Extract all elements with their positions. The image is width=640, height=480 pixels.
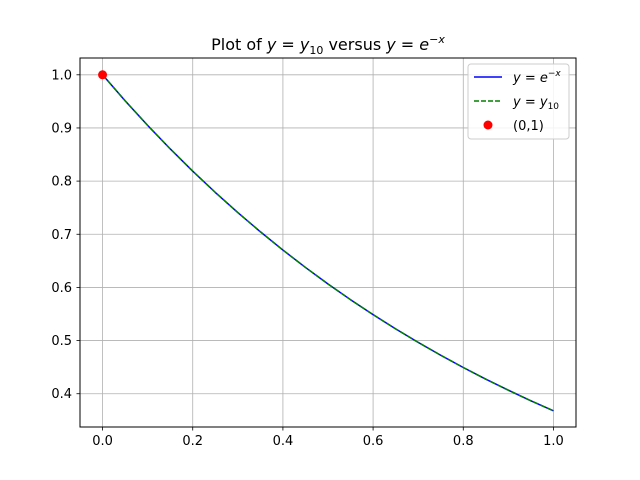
title-lhs2: y	[385, 35, 396, 54]
x-tick-label: 0.8	[453, 434, 474, 449]
title-rhs2-base: e	[419, 35, 429, 54]
x-tick-label: 0.4	[273, 434, 294, 449]
title-eq1: =	[276, 35, 300, 54]
title-rhs1-base: y	[299, 35, 310, 54]
point-marker-0	[98, 70, 108, 80]
y-tick-label: 1.0	[51, 68, 72, 83]
plot-series	[101, 74, 554, 412]
title-rhs2-sup: −x	[429, 33, 445, 46]
legend-label-y10: y = y10	[512, 95, 559, 112]
y-tick-label: 0.6	[51, 281, 72, 296]
legend-label-exp: y = e−x	[512, 69, 561, 86]
legend-box	[467, 63, 570, 140]
y-tick-label: 0.5	[51, 334, 72, 349]
x-tick-label: 0.0	[92, 434, 113, 449]
y-tick-label: 0.9	[51, 121, 72, 136]
title-prefix: Plot of	[211, 35, 267, 54]
series-line-1	[101, 74, 554, 412]
plot-points	[98, 70, 108, 80]
x-tick-label: 0.6	[363, 434, 384, 449]
title-lhs1: y	[266, 35, 277, 54]
plot-area-frame	[79, 57, 577, 428]
x-tick-label: 0.2	[182, 434, 203, 449]
axis-ticks: 0.0 0.2 0.4 0.6 0.8 1.0 0.4 0.5 0.6 0.7 0.8 0.9 1.0	[51, 68, 563, 449]
x-tick-label: 1.0	[543, 434, 564, 449]
title-eq2: =	[396, 35, 420, 54]
grid-lines	[80, 58, 576, 427]
title-rhs1-sub: 10	[309, 44, 323, 57]
title-mid: versus	[323, 35, 386, 54]
y-tick-label: 0.4	[51, 387, 72, 402]
y-tick-label: 0.8	[51, 175, 72, 190]
legend: y = e−x y = y10 (0,1)	[467, 63, 570, 140]
chart-title: Plot of y = y10 versus y = e−x	[211, 33, 445, 57]
legend-marker-origin	[483, 120, 493, 130]
y-tick-label: 0.7	[51, 228, 72, 243]
legend-label-origin: (0,1)	[513, 119, 544, 134]
